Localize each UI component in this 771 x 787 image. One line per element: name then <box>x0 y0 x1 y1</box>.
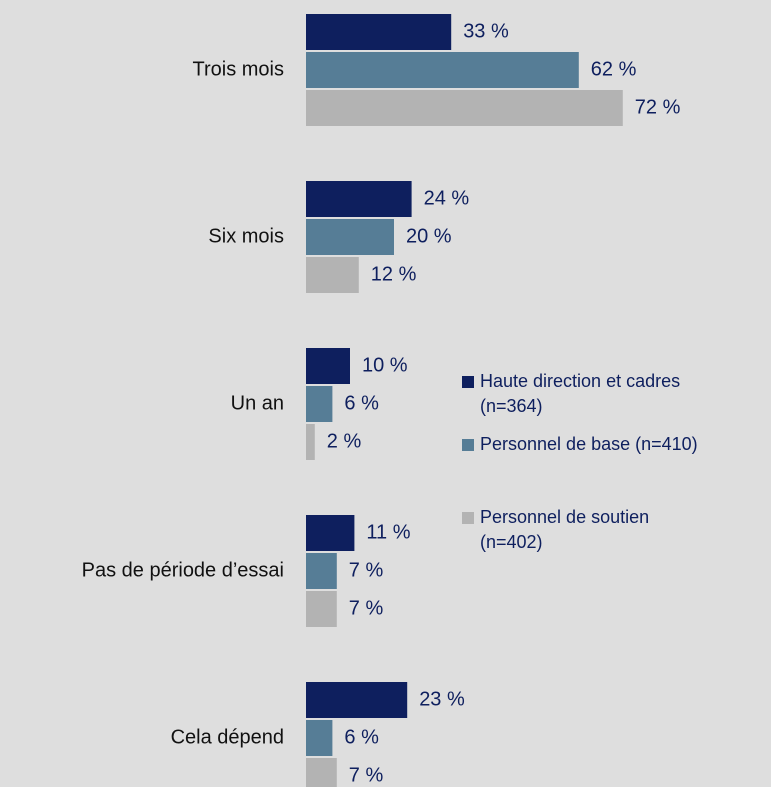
bar <box>306 90 623 126</box>
legend-swatch <box>462 376 474 388</box>
value-label: 23 % <box>419 688 465 710</box>
category-label: Un an <box>231 392 284 414</box>
bar <box>306 386 333 422</box>
bar <box>306 720 333 756</box>
category-label: Trois mois <box>193 58 284 80</box>
bar <box>306 14 452 50</box>
legend-swatch <box>462 439 474 451</box>
value-label: 7 % <box>349 764 384 786</box>
bar <box>306 758 337 787</box>
value-label: 10 % <box>362 354 408 376</box>
value-label: 33 % <box>463 20 509 42</box>
category-label: Pas de période d’essai <box>82 559 284 581</box>
value-label: 24 % <box>424 187 470 209</box>
value-label: 6 % <box>344 726 379 748</box>
value-label: 11 % <box>366 521 410 543</box>
legend-label: Haute direction et cadres (n=364) <box>480 371 680 416</box>
value-label: 6 % <box>344 392 379 414</box>
legend-swatch <box>462 512 474 524</box>
bar <box>306 424 315 460</box>
value-label: 72 % <box>635 96 681 118</box>
bar <box>306 515 355 551</box>
legend-line: (n=364) <box>480 396 543 416</box>
legend-line: Personnel de soutien <box>480 507 649 527</box>
value-label: 7 % <box>349 597 384 619</box>
legend-line: Haute direction et cadres <box>480 371 680 391</box>
legend-label: Personnel de base (n=410) <box>480 434 698 454</box>
value-label: 12 % <box>371 263 417 285</box>
legend-label: Personnel de soutien (n=402) <box>480 507 649 552</box>
bar <box>306 553 337 589</box>
legend-line: (n=402) <box>480 532 543 552</box>
category-label: Six mois <box>208 225 284 247</box>
bar <box>306 682 408 718</box>
bar <box>306 591 337 627</box>
bar <box>306 219 394 255</box>
value-label: 7 % <box>349 559 384 581</box>
bar <box>306 52 579 88</box>
value-label: 20 % <box>406 225 452 247</box>
value-label: 2 % <box>327 430 362 452</box>
category-label: Cela dépend <box>171 726 284 748</box>
bar <box>306 181 412 217</box>
value-label: 62 % <box>591 58 637 80</box>
bar <box>306 348 350 384</box>
bar <box>306 257 359 293</box>
